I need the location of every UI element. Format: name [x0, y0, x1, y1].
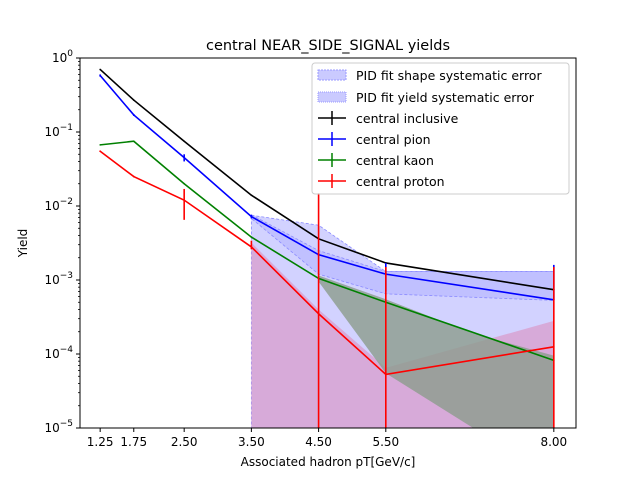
y-axis: 10−5 10−4 10−3 10−2 10−1 100	[44, 49, 80, 435]
legend-yield-label: PID fit yield systematic error	[356, 90, 535, 105]
x-axis: 1.25 1.75 2.50 3.50 4.50 5.50 8.00	[87, 428, 567, 449]
legend-shape-label: PID fit shape systematic error	[356, 68, 542, 83]
plot-layer	[99, 68, 555, 428]
x-tick-label-5: 5.50	[372, 435, 399, 449]
point-central-inclusive-3	[250, 194, 253, 196]
plot-area	[99, 68, 555, 428]
y-tick-label-0: 10−5	[44, 419, 73, 435]
point-central-kaon-0	[99, 144, 101, 146]
x-tick-label-6: 8.00	[540, 435, 567, 449]
point-central-kaon-2	[183, 182, 185, 185]
legend-inclusive-label: central inclusive	[356, 111, 459, 126]
point-central-kaon-3	[250, 236, 253, 238]
x-tick-label-1: 1.75	[120, 435, 147, 449]
chart-title: central NEAR_SIDE_SIGNAL yields	[206, 38, 450, 54]
band-central-kaon	[318, 275, 554, 428]
legend-shape-swatch	[317, 69, 347, 81]
y-tick-label-2: 10−3	[44, 271, 73, 287]
legend-kaon-label: central kaon	[356, 153, 434, 168]
point-central-kaon-1	[132, 140, 135, 143]
point-central-inclusive-0	[99, 68, 101, 71]
legend-proton-label: central proton	[356, 174, 445, 189]
y-tick-label-4: 10−1	[44, 123, 73, 139]
legend: PID fit shape systematic error PID fit y…	[311, 62, 570, 195]
axes-frame	[79, 57, 577, 429]
y-axis-title: Yield	[16, 229, 30, 259]
x-tick-label-3: 3.50	[238, 435, 265, 449]
x-axis-title: Associated hadron pT[GeV/c]	[241, 455, 416, 469]
point-central-inclusive-2	[183, 140, 185, 143]
x-tick-label-2: 2.50	[171, 435, 198, 449]
y-tick-label-1: 10−4	[44, 345, 73, 361]
legend-pion-label: central pion	[356, 132, 431, 147]
x-tick-label-0: 1.25	[87, 435, 114, 449]
band-pid-fit-yield-systematic-error	[250, 214, 555, 301]
legend-yield-swatch	[317, 91, 347, 103]
legend-box	[311, 62, 570, 195]
y-tick-label-5: 100	[52, 49, 73, 65]
x-tick-label-4: 4.50	[305, 435, 332, 449]
point-central-inclusive-1	[132, 99, 135, 101]
y-tick-label-3: 10−2	[44, 197, 73, 213]
